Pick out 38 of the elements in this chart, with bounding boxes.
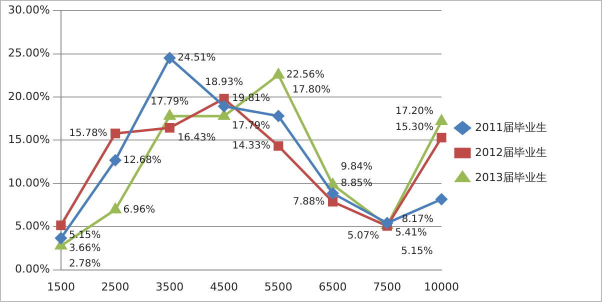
y-tick-label: 0.00% xyxy=(14,262,50,276)
x-tick-label: 4500 xyxy=(210,280,238,294)
legend-label: 2013届毕业生 xyxy=(475,170,548,184)
data-label: 9.84% xyxy=(340,161,373,172)
data-label: 5.07% xyxy=(347,230,380,242)
x-tick-label: 1500 xyxy=(46,280,75,294)
data-label: 5.41% xyxy=(395,228,427,239)
data-label: 18.93% xyxy=(204,76,244,88)
x-tick-label: 10000 xyxy=(424,280,460,294)
data-label: 14.33% xyxy=(232,140,270,152)
data-label: 3.66% xyxy=(68,242,101,254)
y-tick-label: 25.00% xyxy=(8,46,50,60)
y-tick-label: 30.00% xyxy=(8,3,50,16)
x-tick-label: 5500 xyxy=(264,280,292,294)
y-tick-label: 20.00% xyxy=(8,90,50,103)
data-label: 2.78% xyxy=(68,258,101,270)
legend-label: 2012届毕业生 xyxy=(475,146,548,159)
data-label: 5.15% xyxy=(401,246,433,257)
y-tick-label: 5.00% xyxy=(14,219,50,232)
data-label: 24.51% xyxy=(178,52,216,64)
x-tick-label: 7500 xyxy=(373,280,402,294)
data-label: 6.96% xyxy=(123,204,156,216)
data-label: 15.30% xyxy=(395,122,434,134)
legend-label: 2011届毕业生 xyxy=(475,120,548,134)
data-label: 17.79% xyxy=(150,96,189,108)
data-label: 17.20% xyxy=(395,106,434,117)
data-label: 15.78% xyxy=(69,128,108,140)
data-label: 16.43% xyxy=(178,132,216,144)
x-tick-label: 3500 xyxy=(156,280,184,294)
data-label: 22.56% xyxy=(286,69,325,80)
data-label: 8.85% xyxy=(340,178,373,189)
data-label: 7.88% xyxy=(293,196,325,208)
x-tick-label: 6500 xyxy=(318,280,347,294)
data-label: 8.17% xyxy=(402,214,434,225)
y-tick-label: 10.00% xyxy=(8,176,50,190)
x-tick-label: 2500 xyxy=(101,280,130,294)
y-tick-label: 15.00% xyxy=(8,133,50,146)
data-label: 17.80% xyxy=(292,84,331,96)
